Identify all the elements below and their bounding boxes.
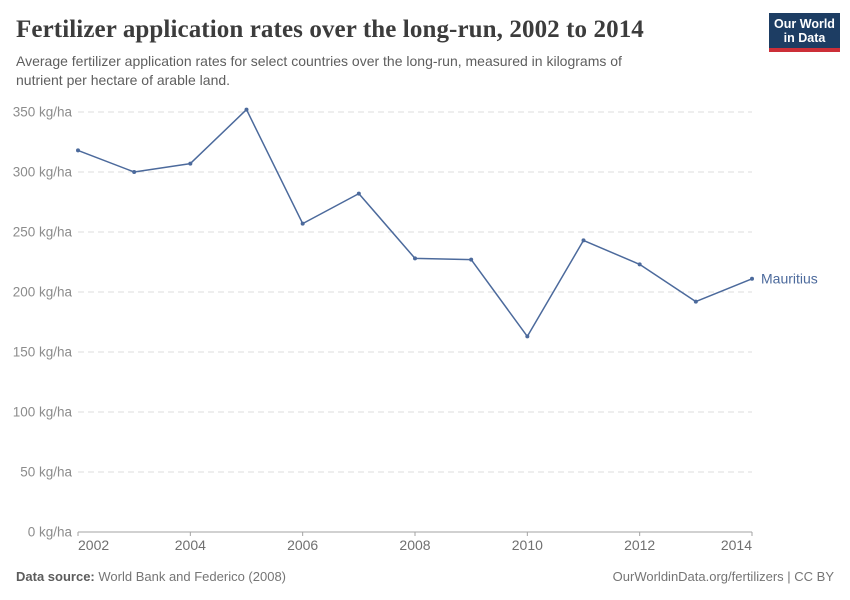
chart-footer: Data source: World Bank and Federico (20… xyxy=(16,569,834,584)
series-label-mauritius[interactable]: Mauritius xyxy=(761,270,818,286)
y-axis-tick-label: 100 kg/ha xyxy=(13,405,73,420)
data-source-label: Data source: xyxy=(16,569,95,584)
data-point[interactable] xyxy=(469,257,474,262)
license-label: CC BY xyxy=(794,569,834,584)
data-point[interactable] xyxy=(750,276,754,281)
chart-canvas: 0 kg/ha 50 kg/ha 100 kg/ha 150 kg/ha 200 kg/… xyxy=(13,105,818,554)
y-axis-tick-label: 0 kg/ha xyxy=(28,525,73,540)
data-point[interactable] xyxy=(356,191,361,196)
y-axis-tick-label: 300 kg/ha xyxy=(13,165,73,180)
data-source-value: World Bank and Federico (2008) xyxy=(98,569,287,584)
chart-subtitle: Average fertilizer application rates for… xyxy=(16,53,622,88)
data-point[interactable] xyxy=(581,238,586,243)
data-point[interactable] xyxy=(244,107,249,112)
data-point[interactable] xyxy=(188,161,193,166)
data-point[interactable] xyxy=(76,148,80,153)
data-source-note: Data source: World Bank and Federico (20… xyxy=(16,569,286,584)
x-axis-tick-label: 2004 xyxy=(175,537,206,553)
chart-title: Fertilizer application rates over the lo… xyxy=(16,16,644,43)
footer-separator: | xyxy=(783,569,795,584)
data-point[interactable] xyxy=(693,299,698,304)
data-point[interactable] xyxy=(637,262,642,267)
owid-url-link[interactable]: OurWorldinData.org/fertilizers xyxy=(612,569,784,584)
y-axis-tick-label: 350 kg/ha xyxy=(13,105,73,120)
y-axis-tick-label: 200 kg/ha xyxy=(13,285,73,300)
x-axis-tick-label: 2010 xyxy=(512,537,543,553)
x-axis-tick-label: 2008 xyxy=(399,537,430,553)
y-axis-tick-label: 250 kg/ha xyxy=(13,225,73,240)
footer-credits: OurWorldinData.org/fertilizers | CC BY xyxy=(613,569,834,584)
series-line-mauritius[interactable] xyxy=(77,108,753,338)
x-axis-tick-label: 2014 xyxy=(721,537,752,553)
data-point[interactable] xyxy=(525,334,530,339)
x-axis-tick-label: 2012 xyxy=(624,537,655,553)
y-axis-tick-label: 150 kg/ha xyxy=(13,345,73,360)
owid-logo-line2: in Data xyxy=(783,30,826,45)
data-point[interactable] xyxy=(413,256,417,261)
x-axis-tick-label: 2002 xyxy=(78,537,109,553)
data-point[interactable] xyxy=(132,170,137,174)
owid-logo-line1: Our World xyxy=(774,16,835,31)
y-axis-tick-label: 50 kg/ha xyxy=(20,465,72,480)
x-axis-tick-label: 2006 xyxy=(287,537,318,553)
data-point[interactable] xyxy=(300,221,305,226)
owid-logo[interactable]: Our World in Data xyxy=(769,13,840,52)
